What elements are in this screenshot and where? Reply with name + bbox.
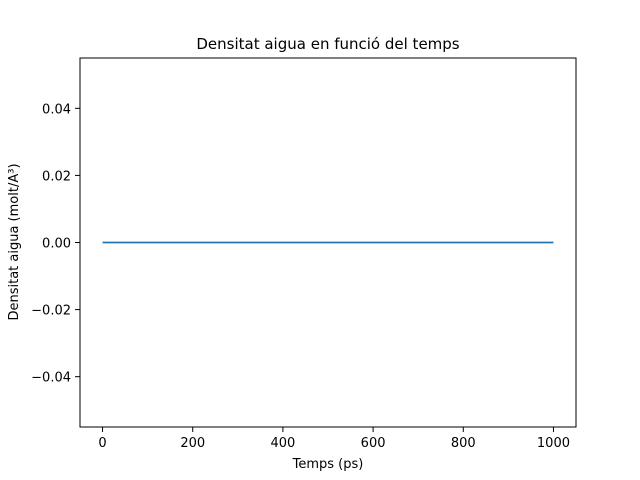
x-tick-label: 800 xyxy=(451,436,476,451)
chart-title: Densitat aigua en funció del temps xyxy=(196,35,459,53)
x-tick-label: 200 xyxy=(180,436,205,451)
x-axis-ticks: 0 200 400 600 800 1000 xyxy=(98,427,570,451)
y-tick-label: −0.04 xyxy=(31,371,71,386)
y-tick-label: −0.02 xyxy=(31,304,71,319)
y-axis-label: Densitat aigua (molt/A³) xyxy=(7,163,22,320)
y-tick-label: 0.02 xyxy=(42,169,71,184)
x-tick-label: 600 xyxy=(361,436,386,451)
x-tick-label: 400 xyxy=(270,436,295,451)
y-tick-label: 0.00 xyxy=(42,237,71,252)
x-tick-label: 1000 xyxy=(537,436,570,451)
x-tick-label: 0 xyxy=(98,436,106,451)
axes-frame xyxy=(79,57,577,428)
y-axis-ticks: −0.04 −0.02 0.00 0.02 0.04 xyxy=(31,102,80,386)
y-tick-label: 0.04 xyxy=(42,102,71,117)
x-axis-label: Temps (ps) xyxy=(292,457,364,472)
